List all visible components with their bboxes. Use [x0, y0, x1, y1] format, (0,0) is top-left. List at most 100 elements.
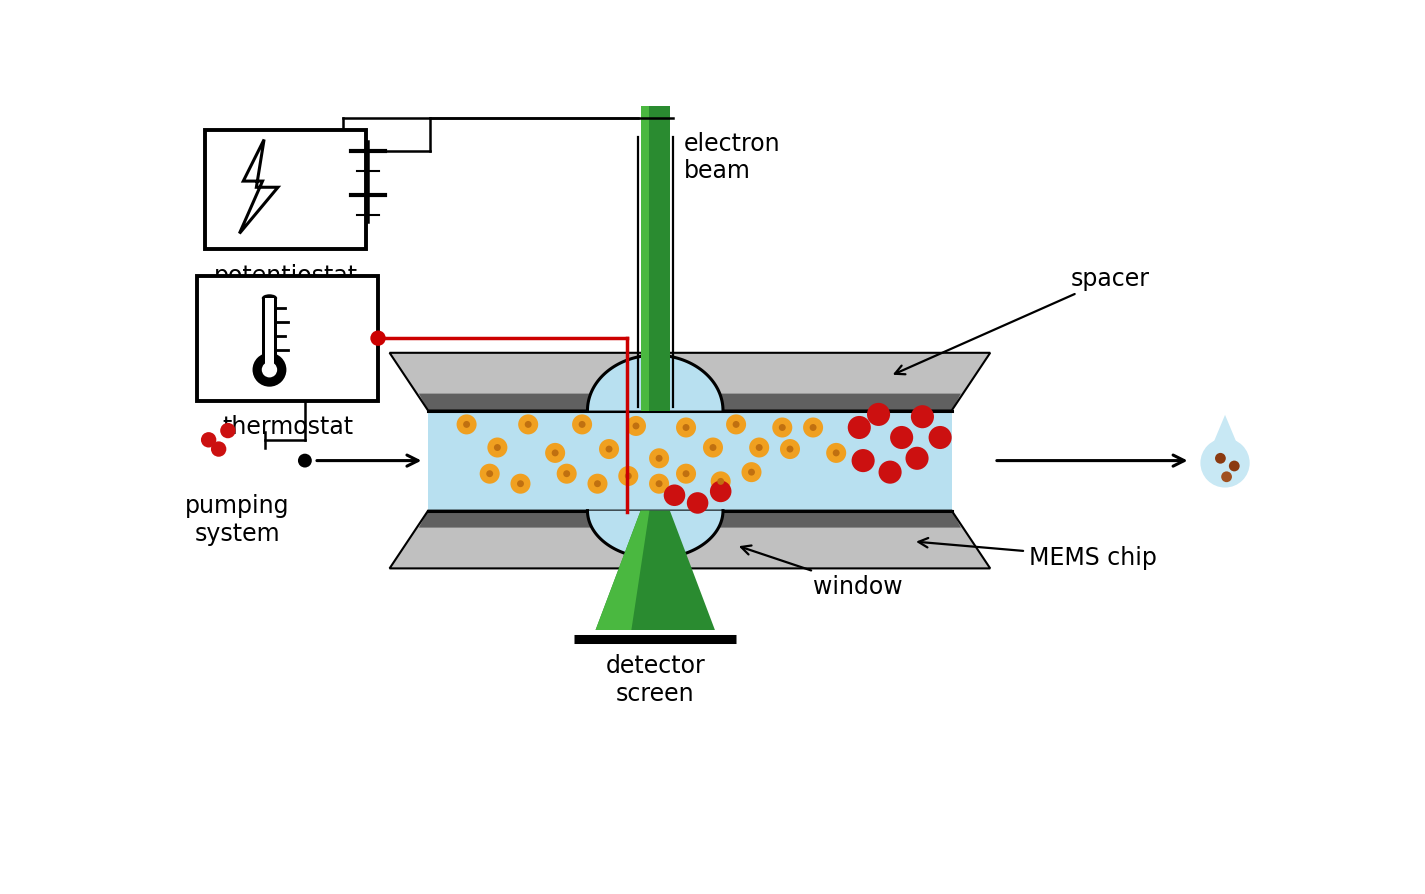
Circle shape	[298, 454, 312, 468]
Circle shape	[848, 417, 871, 440]
Circle shape	[510, 474, 530, 494]
Circle shape	[633, 423, 640, 430]
Circle shape	[563, 471, 570, 477]
Circle shape	[606, 446, 613, 453]
Circle shape	[463, 421, 470, 428]
Circle shape	[809, 425, 817, 432]
Circle shape	[826, 443, 846, 463]
Circle shape	[222, 348, 237, 363]
Circle shape	[201, 433, 217, 448]
Polygon shape	[262, 299, 278, 368]
Circle shape	[618, 467, 638, 486]
Circle shape	[711, 472, 731, 492]
Circle shape	[703, 438, 722, 458]
Circle shape	[648, 474, 670, 494]
Circle shape	[929, 426, 952, 450]
Circle shape	[624, 473, 631, 480]
Circle shape	[487, 438, 507, 458]
Circle shape	[675, 464, 695, 485]
Circle shape	[710, 444, 717, 451]
Circle shape	[804, 418, 824, 438]
FancyBboxPatch shape	[428, 411, 952, 511]
Circle shape	[1216, 453, 1225, 464]
Circle shape	[852, 450, 875, 473]
Circle shape	[546, 443, 566, 463]
Circle shape	[594, 481, 601, 487]
Circle shape	[675, 418, 695, 438]
Circle shape	[242, 358, 256, 375]
FancyBboxPatch shape	[265, 299, 274, 364]
Circle shape	[557, 464, 577, 485]
Circle shape	[519, 415, 539, 435]
Text: electron
beam: electron beam	[684, 131, 781, 183]
Circle shape	[656, 481, 663, 487]
Polygon shape	[389, 353, 990, 411]
Circle shape	[1221, 472, 1233, 483]
Circle shape	[480, 464, 500, 485]
FancyBboxPatch shape	[641, 107, 650, 411]
Text: thermostat: thermostat	[222, 415, 353, 439]
Circle shape	[832, 450, 839, 457]
Circle shape	[221, 424, 235, 439]
Circle shape	[741, 462, 761, 483]
Circle shape	[517, 481, 524, 487]
Circle shape	[262, 363, 278, 378]
Circle shape	[656, 455, 663, 462]
Polygon shape	[596, 511, 650, 630]
Text: detector
screen: detector screen	[606, 654, 705, 705]
Polygon shape	[419, 511, 960, 528]
Polygon shape	[1213, 416, 1237, 445]
Circle shape	[212, 370, 228, 385]
Text: spacer: spacer	[895, 266, 1150, 375]
Circle shape	[727, 415, 747, 435]
Circle shape	[879, 461, 902, 485]
Circle shape	[683, 471, 690, 477]
FancyBboxPatch shape	[205, 131, 366, 249]
Circle shape	[748, 469, 755, 477]
Circle shape	[571, 415, 593, 435]
Ellipse shape	[262, 295, 278, 303]
Circle shape	[750, 438, 770, 458]
Polygon shape	[389, 511, 990, 569]
Text: pumping
system: pumping system	[185, 493, 289, 545]
Circle shape	[1200, 439, 1250, 488]
Circle shape	[905, 447, 929, 470]
Circle shape	[911, 406, 933, 429]
Text: potentiostat: potentiostat	[214, 264, 358, 287]
Circle shape	[687, 493, 708, 514]
Circle shape	[866, 403, 891, 426]
FancyBboxPatch shape	[641, 107, 670, 411]
Circle shape	[626, 417, 646, 436]
FancyBboxPatch shape	[197, 276, 378, 401]
Circle shape	[551, 450, 559, 457]
Circle shape	[587, 474, 607, 494]
Circle shape	[710, 481, 731, 502]
Circle shape	[664, 485, 685, 507]
Polygon shape	[587, 511, 722, 559]
Circle shape	[732, 421, 740, 428]
Circle shape	[772, 418, 792, 438]
Circle shape	[683, 425, 690, 432]
Circle shape	[494, 444, 500, 451]
Circle shape	[201, 358, 217, 375]
Polygon shape	[419, 394, 960, 411]
Circle shape	[211, 442, 227, 457]
Text: window: window	[741, 546, 902, 598]
Circle shape	[648, 449, 670, 468]
Circle shape	[579, 421, 586, 428]
Circle shape	[787, 446, 794, 453]
Circle shape	[598, 440, 618, 460]
Circle shape	[252, 353, 286, 387]
Circle shape	[232, 370, 248, 385]
Circle shape	[1228, 461, 1240, 472]
Circle shape	[779, 440, 799, 460]
Text: MEMS chip: MEMS chip	[919, 538, 1157, 569]
Circle shape	[456, 415, 476, 435]
Circle shape	[370, 331, 386, 347]
Circle shape	[755, 444, 762, 451]
Circle shape	[717, 478, 724, 485]
Polygon shape	[587, 356, 722, 411]
Circle shape	[524, 421, 532, 428]
Polygon shape	[596, 511, 715, 630]
Circle shape	[486, 471, 493, 477]
